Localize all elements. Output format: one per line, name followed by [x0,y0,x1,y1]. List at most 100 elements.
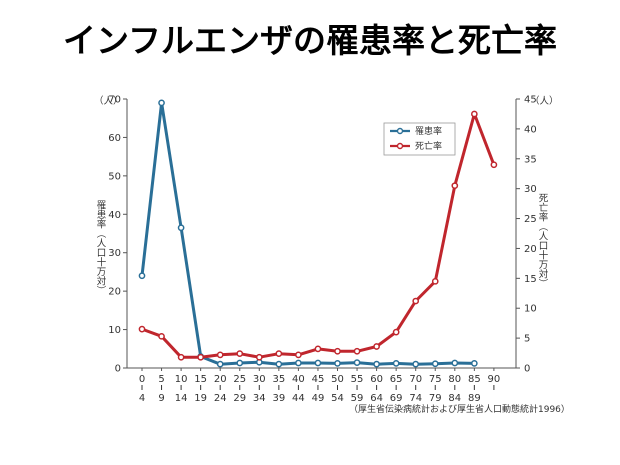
x-tick-label-end: 9 [158,393,164,404]
x-tick-label-end: 44 [292,393,305,404]
right-tick-label: 35 [524,154,537,165]
x-tick-label-end: 64 [370,393,383,404]
x-tick-label-end: 69 [390,393,403,404]
x-tick-label-end: 84 [448,393,461,404]
x-tick-label-start: 15 [194,374,207,385]
data-point-morbidity [295,359,302,367]
left-axis-title: 罹患率（人口十万対） [95,200,107,295]
left-tick-label: 30 [108,248,121,259]
data-point-morbidity [275,360,283,368]
right-tick-label: 30 [524,184,537,195]
x-tick-label-end: 54 [331,393,344,404]
data-point-mortality [275,350,283,358]
x-tick-label-end: 14 [175,393,188,404]
x-tick-label-start: 20 [214,374,227,385]
x-tick-label-start: 45 [312,374,325,385]
data-point-mortality [353,347,361,355]
legend-label-mortality: 死亡率 [415,140,442,152]
x-tick-label-start: 25 [233,374,246,385]
right-tick-label: 20 [524,244,537,255]
left-tick-label: 0 [115,364,121,375]
x-tick-label-end: 49 [312,393,325,404]
data-point-morbidity [373,360,380,368]
data-point-mortality [216,351,224,359]
data-point-morbidity [451,359,459,367]
data-point-morbidity [236,359,244,367]
x-tick-label-start: 80 [448,374,461,385]
data-point-morbidity [216,360,224,368]
left-tick-label: 10 [108,325,121,336]
data-point-morbidity [334,360,341,367]
left-tick-label: 70 [108,95,121,106]
right-tick-label: 10 [524,304,537,315]
x-tick-label-start: 65 [390,374,403,385]
x-tick-label-end: 89 [468,393,481,404]
data-point-mortality [236,350,244,358]
x-tick-label-start: 55 [351,374,364,385]
data-point-mortality [177,353,185,361]
legend-marker-mortality [396,142,404,150]
x-tick-label-end: 39 [272,393,285,404]
right-tick-label: 5 [524,334,530,345]
data-point-morbidity [177,224,185,232]
data-point-mortality [255,353,263,361]
series-layer [138,99,498,368]
right-axis-unit: （人） [530,95,559,107]
left-tick-label: 60 [108,133,121,144]
left-axis: 0 10 20 30 40 50 60 70 [108,95,128,375]
right-tick-label: 0 [524,364,530,375]
data-point-mortality [197,353,204,361]
right-axis-title: 死亡率（人口十万対） [537,193,549,288]
data-point-mortality [158,332,165,340]
x-tick-label-start: 90 [488,374,501,385]
data-point-mortality [295,351,302,359]
left-tick-label: 50 [108,171,121,182]
right-tick-label: 25 [524,214,537,225]
x-tick-label-start: 5 [158,374,164,385]
right-tick-label: 40 [524,124,537,135]
data-point-mortality [412,297,420,305]
data-point-morbidity [158,99,165,107]
data-point-mortality [138,325,146,333]
data-point-morbidity [392,360,400,367]
right-axis: 0 5 10 15 20 25 30 35 40 45 [515,95,537,375]
data-point-morbidity [138,272,146,280]
x-tick-label-end: 19 [194,393,207,404]
data-point-mortality [392,328,400,336]
x-tick-label-end: 29 [233,393,246,404]
source-note: （厚生省伝染病統計および厚生省人口動態統計1996） [349,403,570,415]
x-tick-label-start: 75 [429,374,442,385]
data-point-mortality [373,343,380,350]
x-tick-label-start: 35 [272,374,285,385]
right-tick-label: 15 [524,274,537,285]
legend-label-morbidity: 罹患率 [415,125,442,137]
x-tick-label-start: 70 [409,374,422,385]
x-tick-label-end: 59 [351,393,364,404]
x-tick-label-start: 40 [292,374,305,385]
x-tick-label-start: 10 [175,374,188,385]
data-point-mortality [471,110,478,118]
data-point-mortality [490,161,498,169]
data-point-morbidity [471,360,478,367]
data-point-morbidity [353,359,361,366]
data-point-morbidity [431,360,439,368]
left-tick-label: 40 [108,210,121,221]
left-axis-unit: （人） [94,95,123,107]
legend: 罹患率 死亡率 [383,122,456,156]
x-tick-label-start: 50 [331,374,344,385]
x-tick-label-end: 4 [139,393,145,404]
data-point-mortality [314,345,322,353]
left-tick-label: 20 [108,287,121,298]
x-tick-label-end: 74 [409,393,422,404]
x-tick-label-start: 30 [253,374,266,385]
x-tick-label-start: 60 [370,374,383,385]
x-tick-label-start: 85 [468,374,481,385]
x-tick-label-end: 24 [214,393,227,404]
chart-title: インフルエンザの罹患率と死亡率 [62,21,557,60]
data-point-morbidity [412,360,420,368]
legend-marker-morbidity [396,127,404,135]
right-tick-label: 45 [524,95,537,106]
x-tick-label-start: 0 [139,374,145,385]
x-axis: 0459101415192024252930343539404445495054… [127,367,516,404]
